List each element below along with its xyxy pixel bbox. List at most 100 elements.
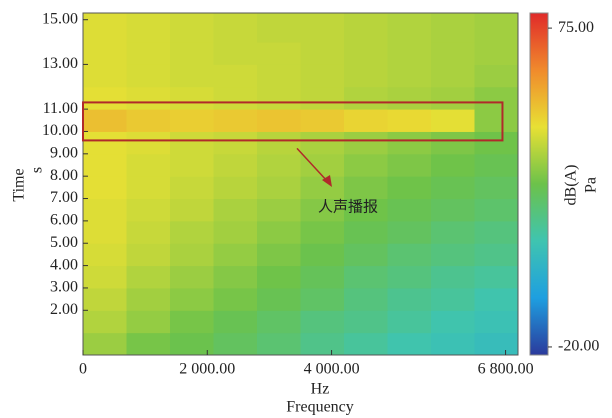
heat-cell: [83, 153, 127, 177]
heat-cell: [257, 64, 301, 88]
y-axis-title: Time: [11, 168, 28, 201]
colorbar-unit: Pa: [583, 177, 600, 193]
heat-cell: [387, 176, 432, 200]
heat-cell: [344, 198, 388, 222]
heat-cell: [387, 265, 432, 289]
heat-cell: [474, 64, 519, 88]
heat-cell: [431, 243, 475, 267]
heat-cell: [344, 332, 388, 356]
heat-cell: [213, 198, 258, 222]
y-tick-label: 7.00: [50, 189, 78, 206]
heat-cell: [387, 220, 432, 244]
heat-cell: [170, 109, 214, 132]
heat-cell: [474, 243, 519, 267]
annotation-arrowhead: [322, 175, 332, 187]
colorbar: [529, 12, 549, 356]
heat-cell: [387, 13, 432, 43]
heat-cell: [300, 86, 345, 110]
heat-cell: [344, 86, 388, 110]
heat-cell: [431, 310, 475, 334]
heat-cell: [170, 243, 214, 267]
heat-cell: [300, 287, 345, 311]
heat-cell: [170, 332, 214, 356]
heat-cell: [213, 86, 258, 110]
heat-cell: [83, 310, 127, 334]
x-tick-label: 4 000.00: [304, 361, 360, 378]
heat-cell: [300, 42, 345, 65]
heat-cell: [344, 220, 388, 244]
heat-cell: [83, 86, 127, 110]
heat-cell: [126, 198, 171, 222]
heat-cell: [300, 64, 345, 88]
heat-cell: [344, 64, 388, 88]
heat-cell: [126, 243, 171, 267]
heat-cell: [300, 310, 345, 334]
heat-cell: [257, 42, 301, 65]
heat-cell: [300, 243, 345, 267]
heat-cell: [387, 153, 432, 177]
heat-cell: [300, 109, 345, 132]
heat-cell: [300, 131, 345, 155]
heat-cell: [126, 176, 171, 200]
heat-cell: [213, 131, 258, 155]
heat-cell: [213, 220, 258, 244]
heat-cell: [170, 220, 214, 244]
heat-cell: [344, 131, 388, 155]
heat-cell: [387, 64, 432, 88]
heat-cell: [300, 176, 345, 200]
heat-cell: [344, 243, 388, 267]
heat-cell: [213, 243, 258, 267]
heatmap: [83, 13, 519, 356]
y-axis-unit: s: [29, 167, 46, 173]
heat-cell: [257, 131, 301, 155]
heat-cell: [257, 86, 301, 110]
y-tick-label: 9.00: [50, 144, 78, 161]
annotation-box: [82, 101, 504, 142]
heat-cell: [431, 86, 475, 110]
y-tick-label: 5.00: [50, 234, 78, 251]
colorbar-tick-label: -20.00: [558, 338, 599, 355]
heat-cell: [83, 109, 127, 132]
y-tick-label: 8.00: [50, 167, 78, 184]
heat-cell: [213, 42, 258, 65]
x-axis-unit: Hz: [311, 381, 330, 398]
heat-cell: [126, 220, 171, 244]
heat-cell: [344, 153, 388, 177]
y-tick-label: 6.00: [50, 212, 78, 229]
heat-cell: [257, 243, 301, 267]
heat-cell: [126, 287, 171, 311]
heat-cell: [431, 13, 475, 43]
x-tick-label: 6 800.00: [478, 361, 534, 378]
heat-cell: [474, 86, 519, 110]
annotation-text: 人声播报: [318, 198, 378, 216]
heat-cell: [126, 109, 171, 132]
heat-cell: [83, 176, 127, 200]
heat-cell: [126, 86, 171, 110]
heat-cell: [474, 109, 519, 132]
heat-cell: [431, 131, 475, 155]
heat-cell: [474, 310, 519, 334]
y-tick-label: 13.00: [42, 55, 78, 72]
heat-cell: [83, 243, 127, 267]
heat-cell: [126, 265, 171, 289]
heat-cell: [344, 310, 388, 334]
heat-cell: [431, 220, 475, 244]
y-tick-label: 4.00: [50, 256, 78, 273]
y-tick-label: 2.00: [50, 301, 78, 318]
heat-cell: [83, 265, 127, 289]
heat-cell: [300, 153, 345, 177]
heat-cell: [257, 109, 301, 132]
heat-cell: [387, 332, 432, 356]
heat-cell: [344, 42, 388, 65]
heat-cell: [387, 131, 432, 155]
heat-cell: [344, 265, 388, 289]
heat-cell: [257, 220, 301, 244]
heat-cell: [474, 220, 519, 244]
heat-cell: [387, 198, 432, 222]
y-tick-label: 11.00: [43, 100, 78, 117]
heat-cell: [83, 131, 127, 155]
heat-cell: [431, 153, 475, 177]
heat-cell: [170, 310, 214, 334]
y-tick-label: 3.00: [50, 279, 78, 296]
heat-cell: [213, 64, 258, 88]
